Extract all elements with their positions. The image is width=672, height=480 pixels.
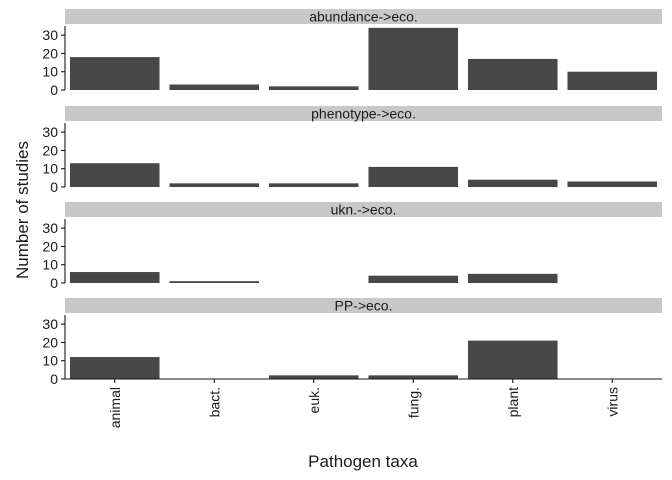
facet-strip-label: abundance->eco. xyxy=(309,9,418,25)
bar xyxy=(567,181,658,187)
y-tick-label: 0 xyxy=(50,371,58,387)
bar xyxy=(69,57,160,90)
bar xyxy=(69,272,160,283)
bar xyxy=(169,84,260,90)
x-tick-label: fung. xyxy=(405,387,421,418)
y-tick-label: 10 xyxy=(42,257,58,273)
bar xyxy=(268,183,359,187)
bar xyxy=(567,71,658,90)
facet-strip xyxy=(65,202,662,217)
x-tick-label: bact. xyxy=(206,387,222,417)
y-tick-label: 0 xyxy=(50,82,58,98)
y-tick-label: 30 xyxy=(42,124,58,140)
y-tick-label: 10 xyxy=(42,353,58,369)
x-tick-label: virus xyxy=(604,387,620,417)
bar xyxy=(368,166,459,187)
bar xyxy=(368,27,459,90)
facet-panel: phenotype->eco. 0 10 20 30 xyxy=(42,106,662,195)
bar xyxy=(268,375,359,379)
y-axis-title: Number of studies xyxy=(13,141,32,279)
y-tick-label: 20 xyxy=(42,238,58,254)
bar xyxy=(467,340,558,379)
bar xyxy=(467,273,558,283)
y-tick-label: 30 xyxy=(42,220,58,236)
y-tick-label: 30 xyxy=(42,316,58,332)
y-tick-label: 20 xyxy=(42,45,58,61)
facet-panel: ukn.->eco. 0 10 20 30 xyxy=(42,202,662,291)
facet-strip xyxy=(65,9,662,24)
y-tick-label: 0 xyxy=(50,179,58,195)
x-axis: animal bact. euk. fung. plant virus xyxy=(107,379,620,428)
bar xyxy=(368,375,459,379)
bar xyxy=(69,163,160,187)
y-tick-label: 0 xyxy=(50,275,58,291)
x-tick-label: euk. xyxy=(306,387,322,413)
facet-strip-label: PP->eco. xyxy=(335,298,393,314)
x-tick-label: animal xyxy=(107,387,123,428)
x-tick-label: plant xyxy=(505,387,521,417)
facet-strip xyxy=(65,106,662,121)
bar xyxy=(368,275,459,283)
facet-strip xyxy=(65,298,662,313)
y-tick-label: 10 xyxy=(42,161,58,177)
facet-panels: abundance->eco. 0 10 20 30 phenotype->eco. 0 10… xyxy=(42,9,662,387)
bar xyxy=(268,86,359,90)
bar xyxy=(169,183,260,187)
y-tick-label: 10 xyxy=(42,64,58,80)
bar xyxy=(467,179,558,187)
x-axis-title: Pathogen taxa xyxy=(308,452,418,471)
facet-panel: abundance->eco. 0 10 20 30 xyxy=(42,9,662,98)
bar xyxy=(467,58,558,90)
facet-strip-label: ukn.->eco. xyxy=(331,202,397,218)
facet-strip-label: phenotype->eco. xyxy=(311,106,416,122)
y-tick-label: 30 xyxy=(42,27,58,43)
y-tick-label: 20 xyxy=(42,142,58,158)
bar xyxy=(169,281,260,283)
y-tick-label: 20 xyxy=(42,334,58,350)
bar xyxy=(69,357,160,379)
facet-panel: PP->eco. 0 10 20 30 xyxy=(42,298,662,387)
